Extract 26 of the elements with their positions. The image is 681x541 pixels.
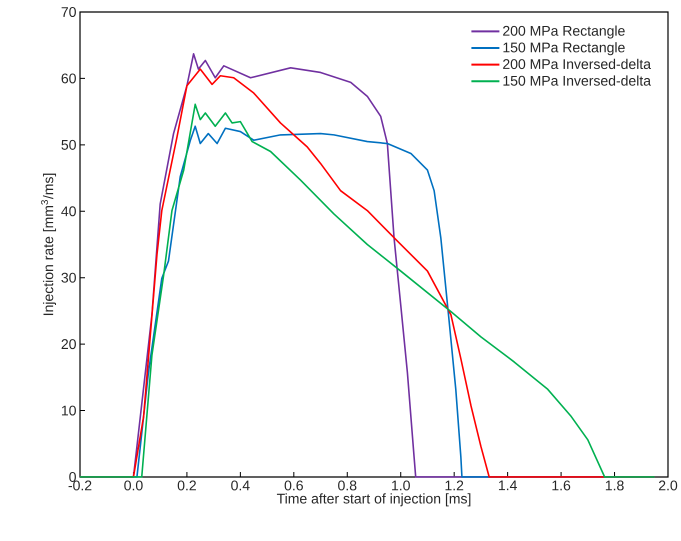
y-tick-label: 60: [62, 73, 76, 84]
y-tick-label: 40: [61, 206, 76, 216]
y-tick-label: 0: [69, 472, 76, 482]
x-tick-label: 2.0: [658, 480, 678, 490]
x-tick-label: 0.8: [338, 480, 356, 490]
x-tick-label: 1.6: [552, 480, 570, 490]
x-tick-label: 0.4: [231, 480, 250, 490]
x-tick-label: 1.2: [446, 480, 464, 490]
x-tick-label: -0.2: [68, 480, 92, 490]
y-tick-label: 70: [62, 7, 76, 17]
x-tick-label: 0.0: [124, 480, 143, 490]
legend-label: 150 MPa Inversed-delta: [503, 75, 652, 86]
x-axis-title: Time after start of injection [ms]: [276, 493, 470, 506]
legend-label: 200 MPa Rectangle: [503, 26, 625, 39]
x-tick-label: 1.4: [498, 480, 517, 490]
y-tick-label: 20: [62, 339, 76, 350]
y-tick-label: 30: [61, 272, 76, 283]
x-tick-label: 1.0: [392, 480, 410, 490]
legend-label: 150 MPa Rectangle: [503, 42, 625, 56]
y-axis-title: Injection rate [mm$^{3}$/ms]: [41, 174, 56, 316]
y-tick-label: 50: [61, 140, 76, 150]
legend-label: 200 MPa Inversed-delta: [503, 58, 652, 70]
y-tick-label: 10: [62, 406, 76, 416]
x-tick-label: 0.2: [178, 480, 196, 490]
x-tick-label: 1.8: [606, 480, 624, 490]
x-tick-label: 0.6: [284, 480, 303, 490]
